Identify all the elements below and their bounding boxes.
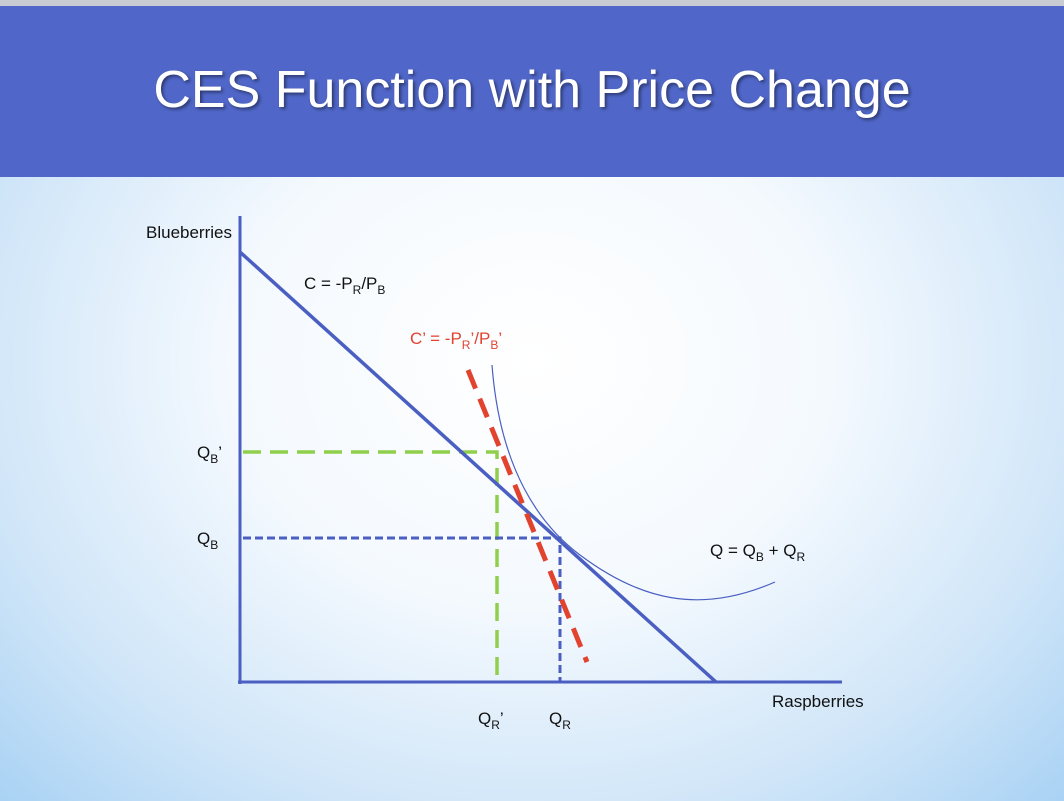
label-text: Q <box>478 709 491 728</box>
x-axis-label: Raspberries <box>772 692 864 711</box>
subscript: B <box>490 338 498 352</box>
label-text: ’ <box>498 329 502 348</box>
label-text: /P <box>361 274 377 293</box>
label-text: ’/P <box>470 329 490 348</box>
y-axis-label: Blueberries <box>146 223 232 242</box>
slide-title: CES Function with Price Change <box>153 61 911 119</box>
label-text: C’ = -P <box>410 329 462 348</box>
label-text: ’ <box>500 709 504 728</box>
prime-guide <box>243 450 499 682</box>
label-text: C = -P <box>304 274 353 293</box>
title-bar <box>0 0 1064 177</box>
subscript: B <box>210 452 218 466</box>
budget-line-label: C = -PR/PB <box>304 274 385 297</box>
label-text: Q <box>197 443 210 462</box>
new-budget-line-label: C’ = -PR’/PB’ <box>410 329 502 352</box>
label-text: ’ <box>218 443 222 462</box>
subscript: R <box>462 338 471 352</box>
subscript: B <box>756 550 764 564</box>
q-b-label: QB <box>197 529 218 552</box>
guide <box>243 536 562 682</box>
new-budget-line <box>465 369 590 663</box>
subscript: R <box>796 550 805 564</box>
subscript: R <box>491 718 500 732</box>
curve-label: Q = QB + QR <box>710 541 805 564</box>
label-text: Q <box>197 529 210 548</box>
label-text: Q = Q <box>710 541 756 560</box>
subscript: B <box>377 283 385 297</box>
subscript: R <box>562 718 571 732</box>
label-text: + Q <box>764 541 797 560</box>
indifference-curve <box>491 364 776 601</box>
q-b-prime-label: QB’ <box>197 443 222 466</box>
subscript: B <box>210 538 218 552</box>
q-r-prime-label: QR’ <box>478 709 504 732</box>
label-text: Q <box>549 709 562 728</box>
budget-line <box>238 250 718 684</box>
subscript: R <box>353 283 362 297</box>
q-r-label: QR <box>549 709 571 732</box>
